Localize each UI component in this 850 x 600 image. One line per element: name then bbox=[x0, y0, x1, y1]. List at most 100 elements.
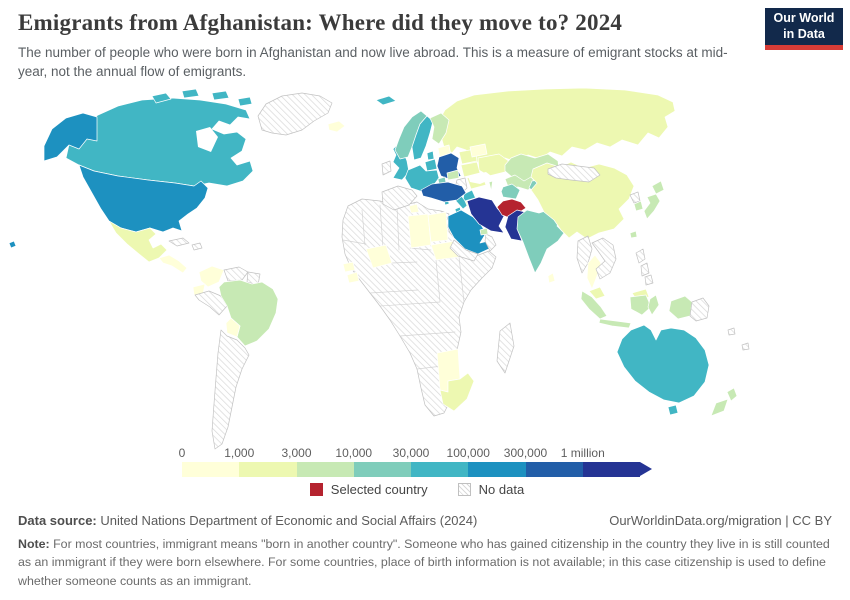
country-pacific-islands[interactable] bbox=[727, 327, 750, 351]
country-argentina-chile[interactable] bbox=[211, 329, 250, 450]
country-ireland[interactable] bbox=[381, 160, 392, 176]
country-malaysia[interactable] bbox=[588, 286, 606, 300]
country-new-zealand-south[interactable] bbox=[710, 398, 729, 417]
country-svalbard[interactable] bbox=[375, 95, 397, 106]
country-india[interactable] bbox=[516, 208, 565, 274]
country-brazil[interactable] bbox=[218, 279, 279, 347]
country-egypt[interactable] bbox=[427, 211, 449, 243]
country-afghanistan[interactable] bbox=[496, 198, 527, 220]
country-new-guinea-east[interactable] bbox=[689, 297, 710, 322]
country-benelux[interactable] bbox=[424, 158, 438, 172]
credit-link[interactable]: OurWorldinData.org/migration | CC BY bbox=[609, 513, 832, 528]
chart-subtitle: The number of people who were born in Af… bbox=[18, 45, 728, 80]
legend-color-bar bbox=[182, 462, 652, 477]
country-oman[interactable] bbox=[484, 233, 497, 252]
owid-logo-line2: in Data bbox=[783, 26, 825, 41]
legend-color-segment[interactable] bbox=[468, 462, 526, 477]
country-taiwan[interactable] bbox=[629, 230, 638, 239]
country-thailand[interactable] bbox=[586, 254, 602, 290]
country-sweden[interactable] bbox=[411, 115, 434, 161]
legend-tick: 30,000 bbox=[392, 446, 430, 460]
country-iceland[interactable] bbox=[327, 120, 346, 133]
country-borneo[interactable] bbox=[629, 294, 652, 316]
country-central-europe[interactable] bbox=[460, 161, 481, 178]
country-finland[interactable] bbox=[429, 112, 450, 145]
country-tasmania[interactable] bbox=[667, 404, 679, 416]
legend-tick-labels: 0 1,000 3,000 10,000 30,000 100,000 300,000 1 m… bbox=[178, 446, 652, 460]
chart-note: Note: For most countries, immigrant mean… bbox=[18, 535, 832, 590]
legend-color-segment[interactable] bbox=[182, 462, 240, 477]
country-central-america[interactable] bbox=[158, 254, 188, 274]
country-uae[interactable] bbox=[479, 227, 489, 236]
page-title: Emigrants from Afghanistan: Where did th… bbox=[18, 10, 623, 35]
country-libya[interactable] bbox=[407, 213, 432, 249]
country-tunisia[interactable] bbox=[408, 203, 420, 214]
country-alaska[interactable] bbox=[43, 112, 98, 162]
legend-color-segment[interactable] bbox=[582, 462, 640, 477]
country-new-guinea-west[interactable] bbox=[668, 295, 693, 320]
country-colombia[interactable] bbox=[198, 265, 225, 288]
country-cuba[interactable] bbox=[168, 237, 190, 247]
country-mali[interactable] bbox=[365, 244, 393, 269]
country-guinea[interactable] bbox=[346, 271, 360, 284]
note-text: For most countries, immigrant means "bor… bbox=[18, 537, 830, 588]
country-japan-honshu[interactable] bbox=[643, 193, 661, 220]
country-south-africa[interactable] bbox=[439, 372, 475, 412]
country-canada-arctic-4[interactable] bbox=[237, 96, 253, 107]
no-data-swatch[interactable] bbox=[457, 482, 471, 496]
country-united-states[interactable] bbox=[78, 164, 209, 233]
country-australia[interactable] bbox=[616, 324, 710, 404]
no-data-label[interactable]: No data bbox=[478, 481, 525, 497]
country-canada-arctic-1[interactable] bbox=[151, 92, 172, 104]
country-sri-lanka[interactable] bbox=[547, 272, 556, 284]
legend-color-segment[interactable] bbox=[239, 462, 297, 477]
country-japan-hokkaido[interactable] bbox=[651, 180, 665, 195]
country-yemen[interactable] bbox=[449, 239, 479, 262]
note-label: Note: bbox=[18, 537, 50, 551]
country-belarus[interactable] bbox=[469, 143, 488, 158]
country-south-korea[interactable] bbox=[633, 200, 644, 212]
country-turkmenistan[interactable] bbox=[499, 183, 521, 200]
legend-tick: 3,000 bbox=[281, 446, 312, 460]
chart-footer: Data source: United Nations Department o… bbox=[18, 513, 832, 590]
selected-country-label[interactable]: Selected country bbox=[330, 481, 428, 497]
data-source-label: Data source: bbox=[18, 513, 97, 528]
country-greenland[interactable] bbox=[257, 92, 333, 136]
country-bolivia[interactable] bbox=[225, 317, 241, 338]
legend-tick: 300,000 bbox=[503, 446, 548, 460]
country-denmark[interactable] bbox=[426, 150, 435, 161]
country-spain-portugal[interactable] bbox=[381, 185, 418, 211]
country-turkey[interactable] bbox=[420, 181, 467, 203]
country-sulawesi[interactable] bbox=[647, 294, 660, 316]
country-venezuela[interactable] bbox=[223, 266, 249, 282]
country-austria[interactable] bbox=[446, 169, 460, 181]
country-north-korea[interactable] bbox=[629, 191, 641, 204]
caspian-sea bbox=[491, 174, 503, 200]
country-sumatra[interactable] bbox=[580, 290, 608, 320]
country-philippines[interactable] bbox=[635, 248, 654, 286]
legend-tick: 0 bbox=[178, 446, 186, 460]
legend-categories: Selected country No data bbox=[182, 481, 652, 497]
data-source-text[interactable]: United Nations Department of Economic an… bbox=[96, 513, 478, 528]
legend-color-segment[interactable] bbox=[411, 462, 469, 477]
country-senegal[interactable] bbox=[342, 261, 356, 273]
country-canada-arctic-3[interactable] bbox=[211, 90, 230, 101]
country-new-zealand-north[interactable] bbox=[726, 387, 738, 402]
country-hawaii[interactable] bbox=[8, 240, 17, 249]
selected-country-swatch[interactable] bbox=[309, 482, 323, 496]
country-mexico[interactable] bbox=[108, 220, 168, 263]
owid-logo[interactable]: Our World in Data bbox=[765, 8, 843, 50]
country-java[interactable] bbox=[598, 318, 632, 329]
country-hispaniola[interactable] bbox=[191, 242, 203, 251]
country-madagascar[interactable] bbox=[496, 322, 515, 374]
legend-tick: 10,000 bbox=[335, 446, 373, 460]
legend-color-segment[interactable] bbox=[296, 462, 354, 477]
country-canada-arctic-2[interactable] bbox=[181, 88, 200, 99]
country-peru[interactable] bbox=[194, 290, 228, 316]
legend-color-segment[interactable] bbox=[353, 462, 411, 477]
country-mongolia[interactable] bbox=[547, 163, 601, 183]
country-indochina[interactable] bbox=[591, 237, 617, 280]
country-iran[interactable] bbox=[466, 196, 505, 234]
legend-color-segment[interactable] bbox=[525, 462, 583, 477]
